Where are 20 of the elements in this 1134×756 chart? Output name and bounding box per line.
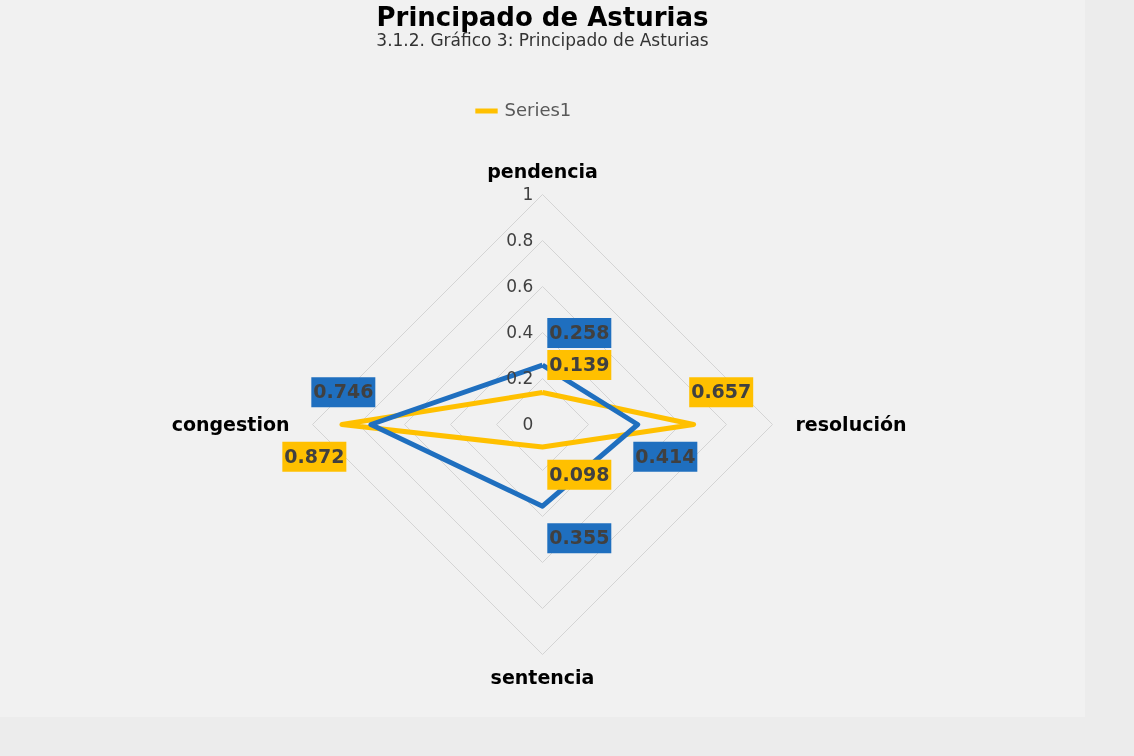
data-label: 0.872: [284, 444, 345, 467]
data-label: 0.098: [549, 462, 610, 485]
data-label: 0.258: [549, 320, 610, 343]
data-label: 0.414: [635, 444, 696, 467]
spoke-label: pendencia: [487, 159, 598, 182]
spoke-label: resolución: [795, 412, 907, 435]
text: 3.1.2. Gráfico 3: Principado de Asturias: [376, 30, 709, 50]
y-tick-label: 0.8: [506, 229, 534, 250]
data-label: 0.657: [691, 380, 752, 403]
y-tick-label: 0.6: [506, 275, 534, 296]
y-tick-label: 0: [522, 413, 534, 434]
legend-label: Series1: [504, 99, 572, 120]
data-label: 0.746: [313, 380, 374, 403]
data-label: 0.355: [549, 526, 610, 549]
y-tick-label: 0.4: [506, 321, 534, 342]
spoke-label: sentencia: [490, 665, 595, 688]
spoke-label: congestion: [171, 412, 290, 435]
y-tick-label: 1: [522, 183, 534, 204]
data-label: 0.139: [549, 352, 610, 375]
chart-title: Principado de Asturias: [376, 2, 709, 32]
